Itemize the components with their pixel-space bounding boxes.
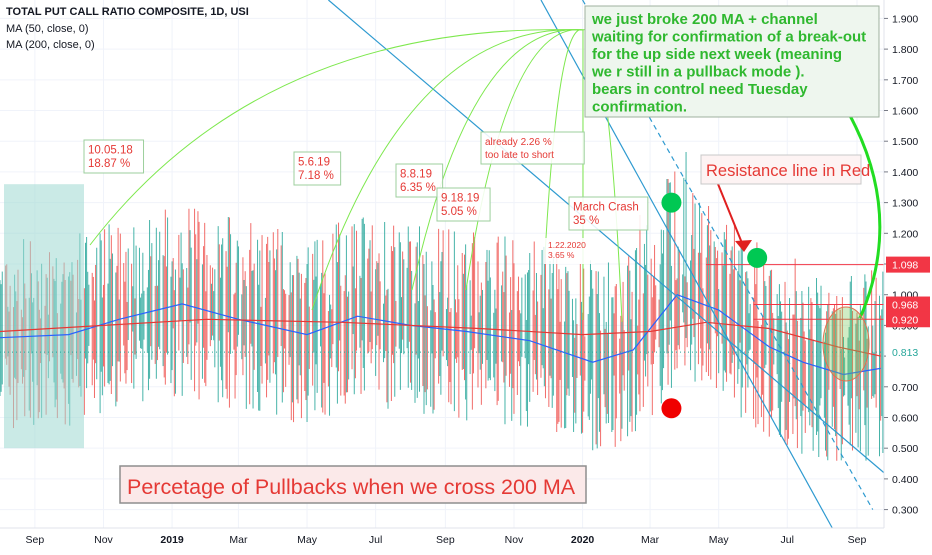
last-price-label: 0.813 — [892, 347, 918, 359]
y-tick-label: 1.900 — [892, 13, 918, 25]
callout-text: waiting for confirmation of a break-out — [591, 29, 866, 46]
callout-text: for the up side next week (meaning — [592, 46, 842, 63]
callout-text: confirmation. — [592, 99, 687, 116]
price-label-box — [886, 296, 930, 313]
annotation-text: too late to short — [485, 150, 554, 161]
annotation-text: 9.18.19 — [441, 193, 479, 205]
y-tick-label: 1.800 — [892, 44, 918, 56]
annotation-box — [293, 151, 342, 186]
y-tick-label: 0.600 — [892, 412, 918, 424]
signal-dot — [661, 398, 682, 419]
annotation-text: 1.22.2020 — [548, 240, 586, 250]
x-tick-label: Mar — [641, 534, 660, 546]
y-tick-label: 0.300 — [892, 505, 918, 517]
annotation-arc — [465, 29, 584, 291]
annotation-arc — [311, 29, 584, 311]
annotation-arc — [544, 29, 584, 256]
price-label: 1.098 — [892, 260, 918, 272]
pullback-label-box — [119, 465, 587, 504]
breakout-highlight — [822, 306, 870, 382]
price-label: 0.920 — [892, 314, 918, 326]
annotation-box — [568, 196, 649, 231]
x-tick-label: Nov — [505, 534, 524, 546]
x-tick-label: Sep — [26, 534, 45, 546]
confirmation-arc — [846, 111, 882, 319]
y-tick-label: 0.700 — [892, 382, 918, 394]
y-tick-label: 1.200 — [892, 228, 918, 240]
callout-box — [584, 5, 880, 118]
x-tick-label: Sep — [848, 534, 867, 546]
y-tick-label: 1.600 — [892, 106, 918, 118]
annotation-text: 5.6.19 — [298, 157, 330, 169]
signal-dot — [747, 247, 768, 268]
price-label-box — [886, 311, 930, 328]
early-bar-block — [4, 184, 84, 449]
x-tick-label: Nov — [94, 534, 113, 546]
annotation-box — [395, 163, 444, 198]
annotation-text: 5.05 % — [441, 206, 477, 218]
y-tick-label: 0.500 — [892, 443, 918, 455]
x-tick-label: Mar — [229, 534, 248, 546]
pullback-label: Percetage of Pullbacks when we cross 200… — [127, 475, 576, 499]
annotation-arcs — [89, 29, 882, 323]
resistance-label: Resistance line in Red — [706, 162, 870, 180]
chart-title: TOTAL PUT CALL RATIO COMPOSITE, 1D, USI — [6, 6, 249, 18]
channel-line — [328, 0, 885, 474]
price-axis-background — [884, 0, 932, 550]
resistance-arrowhead — [735, 240, 752, 252]
time-axis[interactable]: Sep Nov 2019 Mar May Jul Sep Nov 2020 Mar May Jul Se… — [0, 527, 884, 546]
y-tick-label: 0.400 — [892, 474, 918, 486]
x-tick-label: 2019 — [160, 534, 184, 546]
volume-bars — [0, 151, 885, 461]
y-tick-label: 1.500 — [892, 136, 918, 148]
resistance-lines — [0, 264, 884, 353]
ma50-line — [0, 293, 881, 376]
y-tick-label: 1.700 — [892, 75, 918, 87]
annotation-box — [480, 131, 585, 165]
ma200-legend: MA (200, close, 0) — [6, 39, 95, 51]
y-tick-label: 1.300 — [892, 198, 918, 210]
price-label-box — [886, 256, 930, 273]
x-tick-label: 2020 — [571, 534, 595, 546]
x-tick-label: May — [297, 534, 318, 546]
last-price-box — [886, 344, 930, 361]
annotation-box — [544, 238, 595, 264]
annotation-text: 18.87 % — [88, 158, 130, 170]
callout-text: we just broke 200 MA + channel — [591, 11, 818, 28]
annotation-text: 6.35 % — [400, 182, 436, 194]
price-label: 0.968 — [892, 300, 918, 312]
annotation-text: 8.8.19 — [400, 169, 432, 181]
x-tick-label: Jul — [781, 534, 794, 546]
annotation-box — [436, 187, 491, 222]
annotation-arc — [411, 29, 584, 291]
ma200-line — [0, 318, 881, 357]
annotation-arc — [89, 29, 584, 246]
resistance-arrow — [717, 183, 745, 249]
moving-averages — [0, 293, 881, 376]
x-tick-label: Sep — [436, 534, 455, 546]
callout-text: bears in control need Tuesday — [592, 81, 808, 98]
ma50-legend: MA (50, close, 0) — [6, 23, 89, 35]
callouts: we just broke 200 MA + channel waiting f… — [119, 5, 880, 504]
annotation-text: 3.65 % — [548, 250, 575, 260]
annotation-text: 7.18 % — [298, 170, 334, 182]
signal-markers — [661, 192, 870, 419]
annotation-text: already 2.26 % — [485, 137, 552, 148]
x-tick-label: May — [709, 534, 730, 546]
x-tick-label: Jul — [369, 534, 382, 546]
y-tick-label: 1.400 — [892, 167, 918, 179]
signal-dot — [661, 192, 682, 213]
resistance-label-box — [700, 154, 862, 185]
callout-text: we r still in a pullback mode ). — [591, 64, 805, 81]
annotation-text: 35 % — [573, 215, 599, 227]
price-axis[interactable]: 1.900 1.800 1.700 1.600 1.500 1.400 1.300 1.200… — [883, 0, 932, 550]
annotation-box — [83, 139, 145, 174]
channel-line — [582, 0, 874, 510]
annotation-text: 10.05.18 — [88, 145, 133, 157]
annotation-text: March Crash — [573, 202, 639, 214]
